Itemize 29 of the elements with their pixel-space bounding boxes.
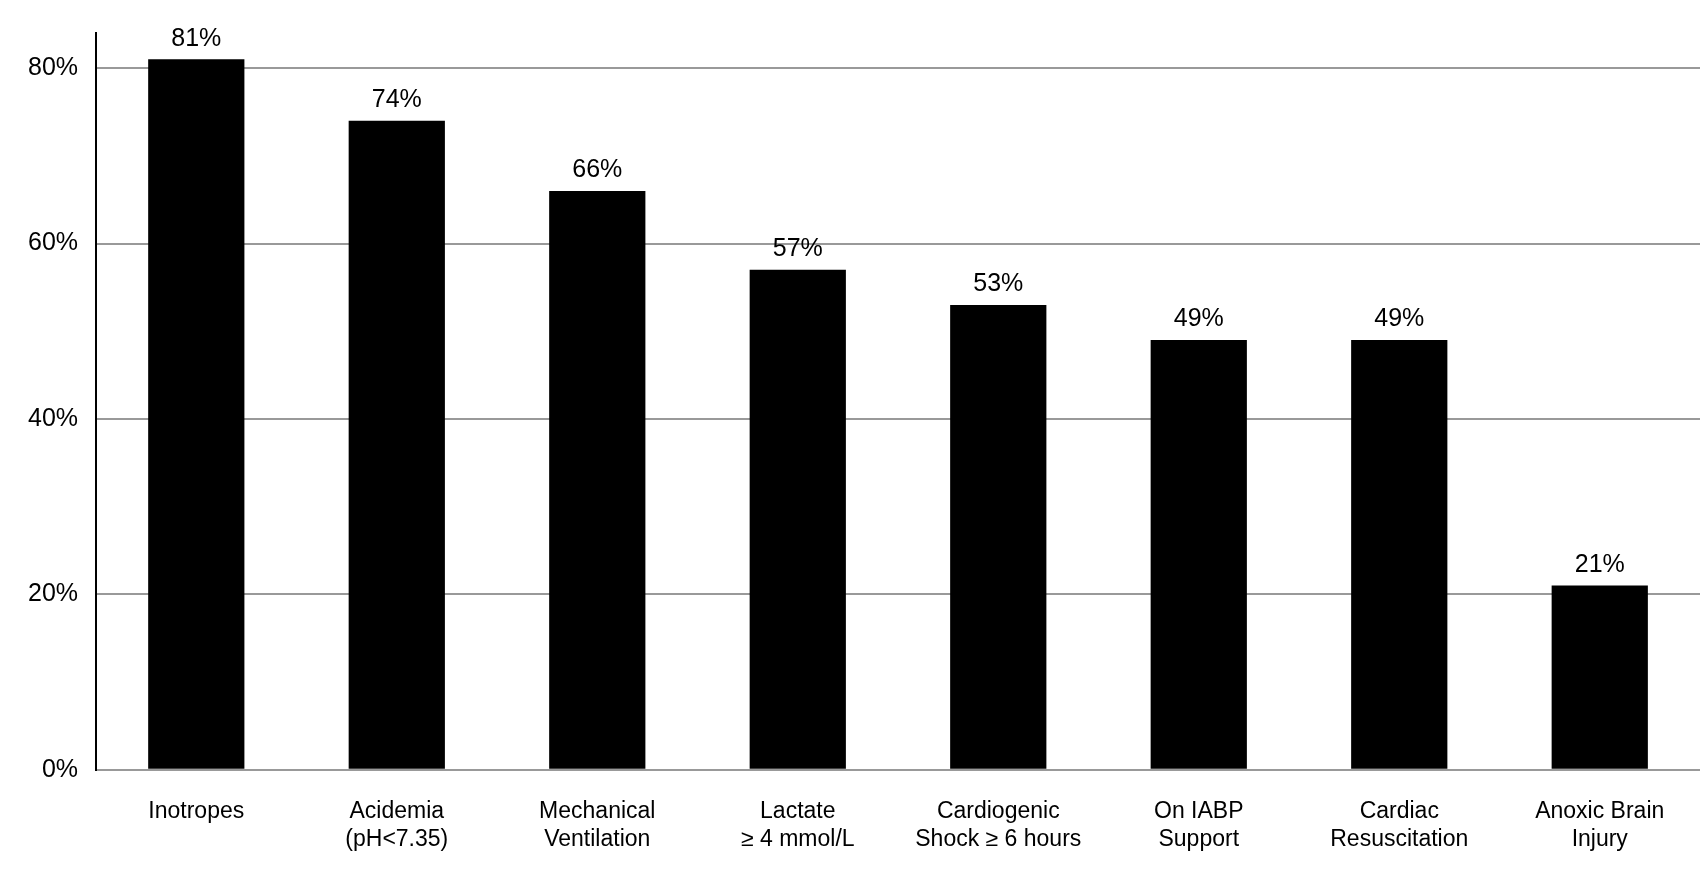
bar (1351, 340, 1448, 769)
bar (749, 269, 846, 769)
x-tick-label: On IABP Support (1154, 796, 1244, 851)
x-tick-label: Mechanical Ventilation (539, 796, 656, 851)
data-label: 49% (1173, 303, 1224, 332)
data-label: 74% (371, 84, 422, 113)
data-label: 53% (973, 268, 1024, 297)
data-label: 66% (572, 154, 623, 183)
bar (148, 59, 245, 769)
data-label: 57% (772, 233, 823, 262)
x-tick-label: Lactate ≥ 4 mmol/L (740, 796, 855, 851)
y-tick-label: 60% (27, 227, 79, 256)
x-tick-label: Anoxic Brain Injury (1535, 796, 1665, 851)
x-tick-label: Inotropes (148, 796, 245, 823)
x-tick-label: Cardiac Resuscitation (1330, 796, 1469, 851)
y-tick-label: 80% (27, 51, 79, 80)
y-tick-label: 40% (27, 402, 79, 431)
y-tick-label: 0% (41, 753, 79, 782)
bar (549, 190, 646, 769)
bar (348, 120, 445, 769)
x-tick-label: Acidemia (pH<7.35) (345, 796, 449, 851)
data-label: 49% (1374, 303, 1425, 332)
data-label: 21% (1574, 548, 1625, 577)
data-label: 81% (171, 22, 222, 51)
bar (950, 304, 1047, 769)
y-tick-label: 20% (27, 578, 79, 607)
bar (1551, 585, 1648, 769)
x-tick-label: Cardiogenic Shock ≥ 6 hours (915, 796, 1082, 851)
bar (1150, 340, 1247, 769)
